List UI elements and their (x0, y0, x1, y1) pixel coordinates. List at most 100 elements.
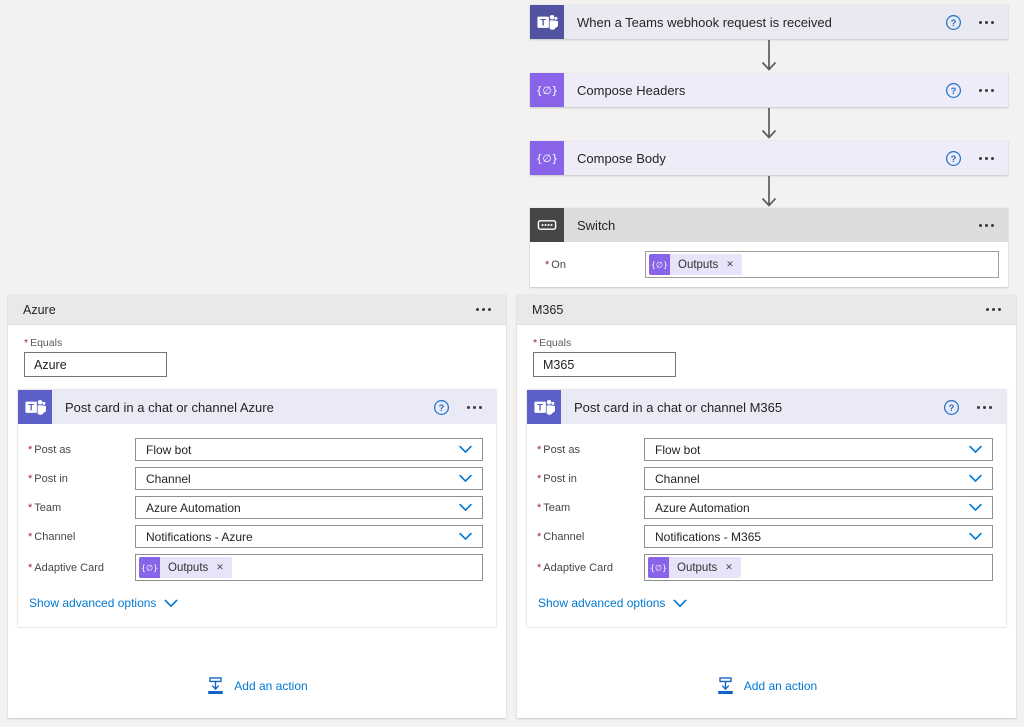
remove-token-icon[interactable] (725, 563, 733, 572)
required-marker (537, 444, 543, 456)
compose-token-icon (649, 254, 670, 275)
post-as-dropdown[interactable]: Flow bot (135, 438, 483, 461)
post-card-m365-header[interactable]: Post card in a chat or channel M365 (527, 390, 1006, 424)
field-row-channel: Channel Notifications - M365 (537, 525, 993, 548)
field-row-team: Team Azure Automation (537, 496, 993, 519)
channel-dropdown[interactable]: Notifications - M365 (644, 525, 993, 548)
menu-ellipsis-icon[interactable] (979, 153, 994, 164)
switch-case-azure: Azure Equals Azure Post card in a chat o… (8, 295, 506, 718)
trigger-card-teams-webhook[interactable]: When a Teams webhook request is received (530, 5, 1008, 39)
chevron-down-icon[interactable] (459, 503, 472, 512)
case-azure-header[interactable]: Azure (8, 295, 506, 325)
remove-token-icon[interactable] (216, 563, 224, 572)
chevron-down-icon[interactable] (969, 503, 982, 512)
remove-token-icon[interactable] (726, 260, 734, 269)
channel-label: Channel (28, 531, 135, 543)
switch-on-input[interactable]: Outputs (645, 251, 999, 278)
chevron-down-icon[interactable] (969, 532, 982, 541)
switch-case-m365: M365 Equals M365 Post card in a chat or … (517, 295, 1016, 718)
help-icon[interactable] (433, 399, 450, 416)
chevron-down-icon[interactable] (459, 532, 472, 541)
post-card-azure-title: Post card in a chat or channel Azure (65, 399, 274, 415)
field-row-post-in: Post in Channel (537, 467, 993, 490)
required-marker (28, 531, 34, 543)
token-label: Outputs (678, 258, 719, 271)
post-card-action-azure: Post card in a chat or channel Azure Pos… (18, 390, 496, 627)
post-in-dropdown[interactable]: Channel (135, 467, 483, 490)
help-icon[interactable] (945, 14, 962, 31)
field-row-post-as: Post as Flow bot (28, 438, 483, 461)
equals-input[interactable]: Azure (24, 352, 167, 377)
outputs-token[interactable]: Outputs (648, 557, 741, 578)
switch-on-label: On (545, 259, 645, 271)
chevron-down-icon[interactable] (459, 474, 472, 483)
field-row-channel: Channel Notifications - Azure (28, 525, 483, 548)
chevron-down-icon[interactable] (459, 445, 472, 454)
trigger-title: When a Teams webhook request is received (577, 14, 832, 30)
switch-icon (530, 208, 564, 242)
switch-card: Switch On Outputs (530, 208, 1008, 287)
post-as-label: Post as (537, 444, 644, 456)
adaptive-card-label: Adaptive Card (28, 562, 135, 574)
menu-ellipsis-icon[interactable] (979, 220, 994, 231)
show-advanced-options-link[interactable]: Show advanced options (29, 596, 178, 610)
required-marker (28, 473, 34, 485)
post-card-m365-title: Post card in a chat or channel M365 (574, 399, 783, 415)
post-in-dropdown[interactable]: Channel (644, 467, 993, 490)
required-marker (28, 444, 34, 456)
case-m365-title: M365 (532, 302, 564, 317)
teams-icon (18, 390, 52, 424)
case-m365-header[interactable]: M365 (517, 295, 1016, 325)
adaptive-card-input[interactable]: Outputs (135, 554, 483, 581)
help-icon[interactable] (945, 150, 962, 167)
menu-ellipsis-icon[interactable] (986, 304, 1001, 315)
equals-input[interactable]: M365 (533, 352, 676, 377)
team-dropdown[interactable]: Azure Automation (644, 496, 993, 519)
compose-headers-card[interactable]: Compose Headers (530, 73, 1008, 107)
connector-arrow-icon (760, 107, 778, 141)
channel-dropdown[interactable]: Notifications - Azure (135, 525, 483, 548)
menu-ellipsis-icon[interactable] (467, 402, 482, 413)
post-card-azure-header[interactable]: Post card in a chat or channel Azure (18, 390, 496, 424)
add-an-action-button[interactable]: Add an action (8, 677, 506, 695)
required-marker (537, 502, 543, 514)
help-icon[interactable] (943, 399, 960, 416)
show-advanced-options-link[interactable]: Show advanced options (538, 596, 687, 610)
help-icon[interactable] (945, 82, 962, 99)
switch-card-header[interactable]: Switch (530, 208, 1008, 242)
required-marker (24, 337, 30, 349)
teams-icon (530, 5, 564, 39)
compose-body-card[interactable]: Compose Body (530, 141, 1008, 175)
compose-token-icon (139, 557, 160, 578)
post-in-label: Post in (28, 473, 135, 485)
required-marker (537, 531, 543, 543)
field-row-post-in: Post in Channel (28, 467, 483, 490)
compose-icon (530, 73, 564, 107)
menu-ellipsis-icon[interactable] (476, 304, 491, 315)
equals-label: Equals (24, 337, 490, 349)
connector-arrow-icon (760, 175, 778, 209)
chevron-down-icon[interactable] (969, 474, 982, 483)
connector-arrow-icon (760, 39, 778, 73)
menu-ellipsis-icon[interactable] (977, 402, 992, 413)
team-dropdown[interactable]: Azure Automation (135, 496, 483, 519)
token-label: Outputs (168, 561, 209, 574)
post-in-label: Post in (537, 473, 644, 485)
menu-ellipsis-icon[interactable] (979, 17, 994, 28)
switch-title: Switch (577, 217, 616, 233)
add-action-icon (716, 677, 735, 695)
post-as-label: Post as (28, 444, 135, 456)
chevron-down-icon[interactable] (969, 445, 982, 454)
outputs-token[interactable]: Outputs (649, 254, 742, 275)
teams-icon (527, 390, 561, 424)
case-azure-title: Azure (23, 302, 56, 317)
adaptive-card-input[interactable]: Outputs (644, 554, 993, 581)
menu-ellipsis-icon[interactable] (979, 85, 994, 96)
required-marker (537, 473, 543, 485)
add-an-action-button[interactable]: Add an action (517, 677, 1016, 695)
required-marker (28, 562, 34, 574)
switch-body: On Outputs (530, 242, 1008, 287)
required-marker (545, 259, 551, 271)
outputs-token[interactable]: Outputs (139, 557, 232, 578)
post-as-dropdown[interactable]: Flow bot (644, 438, 993, 461)
